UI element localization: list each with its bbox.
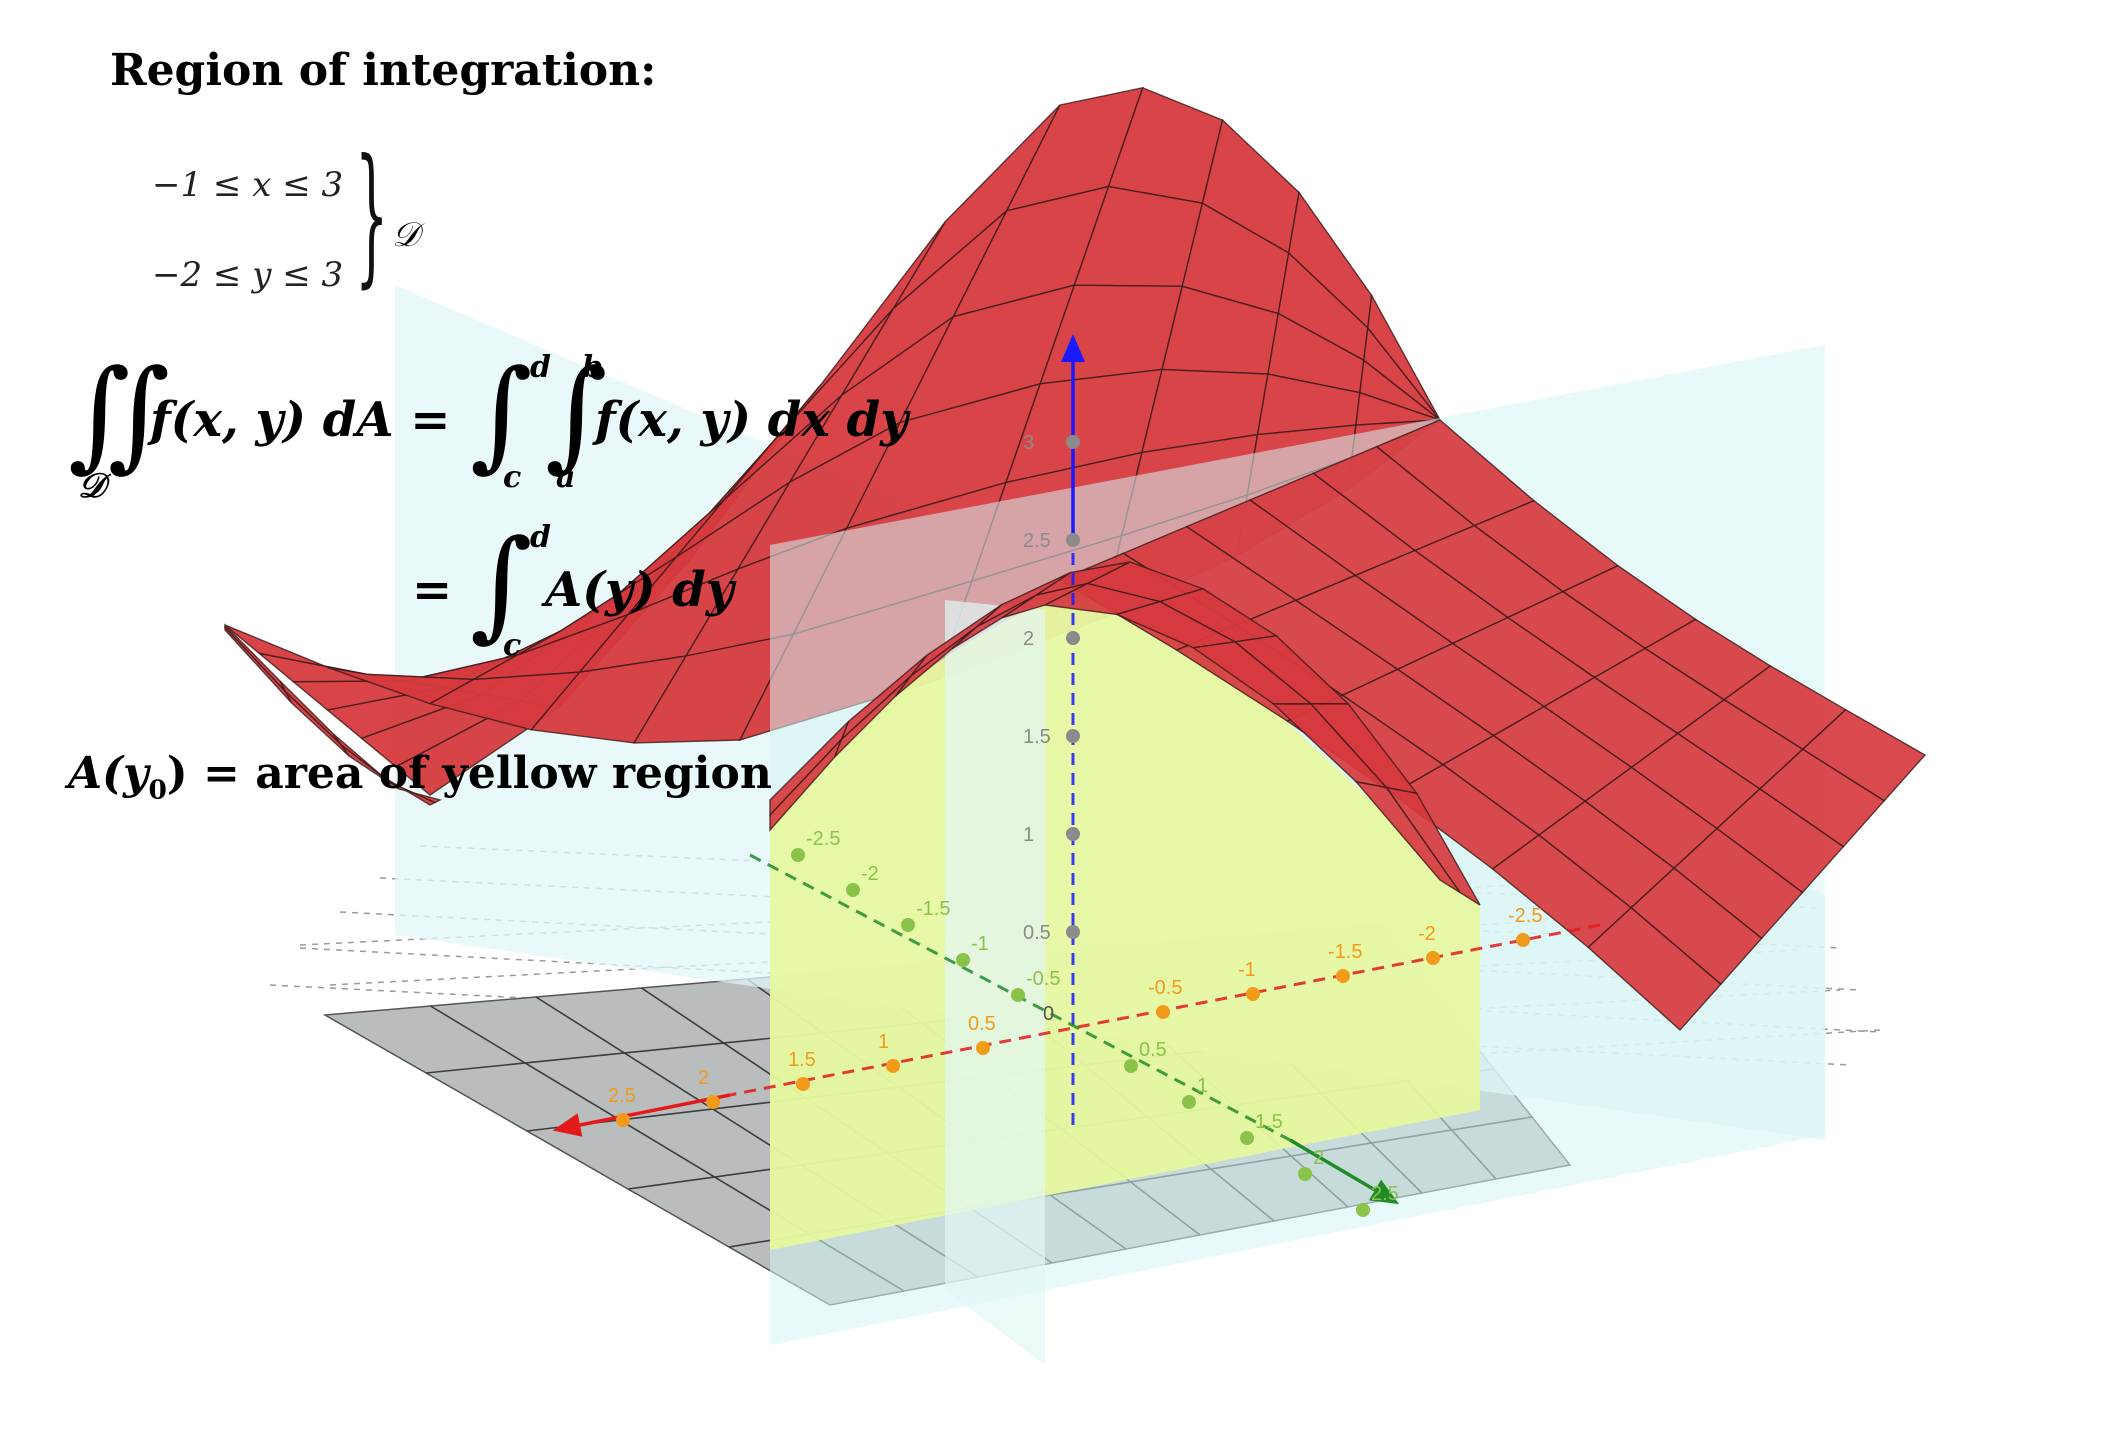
x-inequality: −1 ≤ x ≤ 3 bbox=[152, 165, 344, 205]
z-axis-tick bbox=[1066, 925, 1080, 939]
equals-sign: = bbox=[412, 562, 453, 618]
outer-upper-limit: d bbox=[530, 350, 551, 385]
x-axis-tick bbox=[976, 1041, 990, 1055]
surface-front bbox=[769, 419, 1927, 1031]
lhs-integrand: f(x, y) dA = bbox=[150, 392, 451, 448]
y-axis-tick bbox=[1298, 1167, 1312, 1181]
x-axis-tick bbox=[886, 1059, 900, 1073]
x-axis-tick-label: 2.5 bbox=[608, 1085, 636, 1107]
y-axis-tick bbox=[1124, 1059, 1138, 1073]
axes: 0.5 1 1.5 2 2.5 -0.5 -1 -1.5 -2 -2.5 0.5 1 1.5 2 2.5 -0… bbox=[552, 334, 1601, 1217]
y-axis-tick bbox=[1240, 1131, 1254, 1145]
surface-patch bbox=[1587, 906, 1722, 1031]
x-axis-neg-tick bbox=[1516, 933, 1530, 947]
rhs-integrand: f(x, y) dx dy bbox=[595, 392, 909, 448]
inner-integral-sign: ∫ bbox=[545, 345, 608, 484]
y-axis-arrow bbox=[1368, 1179, 1400, 1205]
z-axis-tick-label: 1 bbox=[1023, 824, 1034, 846]
y-inequality: −2 ≤ y ≤ 3 bbox=[152, 255, 344, 295]
plane-front bbox=[945, 600, 1045, 1365]
inner-lower-limit: a bbox=[556, 460, 576, 495]
domain-brace: } bbox=[355, 128, 389, 302]
y-axis-neg-tick bbox=[846, 883, 860, 897]
x-axis-neg-tick bbox=[1426, 951, 1440, 965]
outer-integral-sign: ∫ bbox=[470, 345, 533, 484]
y-axis-line bbox=[1289, 1138, 1376, 1192]
z-axis-arrow bbox=[1061, 334, 1085, 362]
y-axis-tick-label: 2 bbox=[1313, 1147, 1324, 1169]
page-title: Region of integration: bbox=[110, 45, 657, 96]
x-axis-arrow bbox=[552, 1113, 583, 1137]
outer-lower-limit: c bbox=[503, 460, 522, 495]
x-axis-tick bbox=[616, 1113, 630, 1127]
x-axis-tick bbox=[796, 1077, 810, 1091]
second-lower-limit: c bbox=[503, 628, 522, 663]
y-axis-neg-tick bbox=[791, 848, 805, 862]
second-upper-limit: d bbox=[530, 520, 551, 555]
lhs-domain-label: 𝒟 bbox=[78, 466, 106, 506]
y-axis-neg-tick bbox=[1011, 988, 1025, 1002]
z-axis-tick bbox=[1066, 827, 1080, 841]
surface-patch bbox=[1354, 780, 1461, 894]
x-axis-neg-tick-label: -0.5 bbox=[1148, 977, 1182, 999]
x-axis-tick-label: 1.5 bbox=[788, 1049, 816, 1071]
y-axis-neg-tick-label: -2.5 bbox=[806, 828, 840, 850]
z-axis-tick bbox=[1066, 435, 1080, 449]
y-axis-tick-label: 1.5 bbox=[1255, 1111, 1283, 1133]
y-axis-tick bbox=[1182, 1095, 1196, 1109]
z-axis-tick bbox=[1066, 729, 1080, 743]
y-axis-neg-tick bbox=[956, 953, 970, 967]
z-axis-tick bbox=[1066, 631, 1080, 645]
x-axis-neg-tick bbox=[1156, 1005, 1170, 1019]
inner-upper-limit: b bbox=[582, 350, 603, 385]
domain-label: 𝒟 bbox=[392, 215, 420, 255]
z-axis-tick-label: 1.5 bbox=[1023, 726, 1051, 748]
z-axis-tick bbox=[1066, 533, 1080, 547]
surface-patch bbox=[390, 782, 442, 804]
caption-lhs: A(y bbox=[68, 748, 149, 799]
y-axis-neg-tick-label: -2 bbox=[861, 863, 879, 885]
area-integrand: A(y) dy bbox=[545, 562, 734, 618]
caption-subscript: 0 bbox=[148, 774, 167, 806]
x-axis-neg-tick-label: -2 bbox=[1418, 923, 1436, 945]
y-axis-neg-tick-label: -1 bbox=[971, 933, 989, 955]
x-axis-neg-tick-label: -2.5 bbox=[1508, 905, 1542, 927]
y-axis-tick-label: 2.5 bbox=[1371, 1183, 1399, 1205]
x-axis-tick-label: 2 bbox=[698, 1067, 709, 1089]
y-axis-neg-tick bbox=[901, 918, 915, 932]
x-axis-tick-label: 0.5 bbox=[968, 1013, 996, 1035]
y-axis-tick-label: 0.5 bbox=[1139, 1039, 1167, 1061]
z-axis-tick-label: 2.5 bbox=[1023, 530, 1051, 552]
z-axis-tick-label: 2 bbox=[1023, 628, 1034, 650]
origin-label: 0 bbox=[1043, 1003, 1054, 1025]
x-axis-line bbox=[579, 1093, 731, 1127]
x-axis-neg-tick-label: -1.5 bbox=[1328, 941, 1362, 963]
x-axis-tick bbox=[706, 1095, 720, 1109]
y-axis-tick bbox=[1356, 1203, 1370, 1217]
x-axis-neg-tick bbox=[1336, 969, 1350, 983]
caption-rhs: ) = area of yellow region bbox=[166, 748, 772, 799]
double-integral-sign: ∬ bbox=[68, 345, 171, 484]
caption: A(y0) = area of yellow region bbox=[68, 748, 772, 806]
y-axis-tick-label: 1 bbox=[1197, 1075, 1208, 1097]
z-axis-tick-label: 3 bbox=[1023, 432, 1034, 454]
y-axis-neg-tick-label: -0.5 bbox=[1026, 968, 1060, 990]
y-axis-neg-tick-label: -1.5 bbox=[916, 898, 950, 920]
x-axis-tick-label: 1 bbox=[878, 1031, 889, 1053]
z-axis-tick-label: 0.5 bbox=[1023, 922, 1051, 944]
x-axis-neg-tick bbox=[1246, 987, 1260, 1001]
single-integral-sign: ∫ bbox=[470, 515, 533, 654]
x-axis-neg-tick-label: -1 bbox=[1238, 959, 1256, 981]
